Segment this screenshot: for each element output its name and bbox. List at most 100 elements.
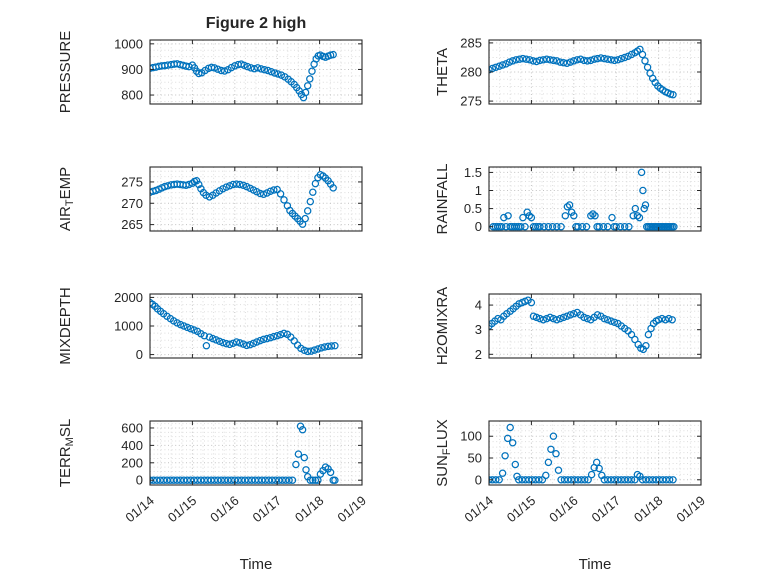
ytick-label-theta: 275 xyxy=(460,94,482,109)
data-marker xyxy=(642,341,650,350)
data-marker xyxy=(521,222,529,231)
data-marker xyxy=(631,204,640,213)
axes-box xyxy=(488,420,702,486)
data-marker xyxy=(205,333,214,341)
data-marker xyxy=(519,54,527,63)
xtick-date-label: 01/17 xyxy=(589,493,624,525)
series-mixdepth xyxy=(150,298,339,356)
data-marker xyxy=(599,222,608,231)
figure-title: Figure 2 high xyxy=(206,15,306,32)
data-marker xyxy=(266,187,275,196)
data-marker xyxy=(276,190,285,198)
data-marker xyxy=(610,56,619,65)
data-marker xyxy=(259,335,268,344)
data-marker xyxy=(570,309,578,318)
axes-box xyxy=(149,39,363,105)
subplot-mixdepth: 0 1000 2000 MIXDEPTH xyxy=(57,287,363,365)
data-marker xyxy=(243,62,252,71)
data-marker xyxy=(561,212,570,220)
data-marker xyxy=(542,471,550,480)
data-marker xyxy=(546,56,554,64)
ylabel-mixdepth: MIXDEPTH xyxy=(57,287,74,365)
tick-marks xyxy=(149,294,363,358)
ytick-label-h2omixra: 2 xyxy=(475,347,482,362)
data-marker xyxy=(600,314,609,323)
data-marker xyxy=(192,67,201,75)
xtick-date-label: 01/15 xyxy=(165,493,200,525)
data-marker xyxy=(303,82,312,90)
subplot-sun-flux: 0 50 100 SUNFLUX 01/14 01/15 01/16 01/17 01/18 01… xyxy=(434,419,708,525)
data-marker xyxy=(495,476,503,484)
ytick-label-theta: 285 xyxy=(460,35,482,50)
data-marker xyxy=(527,298,536,307)
data-marker xyxy=(597,54,605,62)
data-marker xyxy=(566,311,575,319)
data-marker xyxy=(280,196,288,204)
data-marker xyxy=(326,468,335,477)
data-marker xyxy=(512,222,521,231)
data-marker xyxy=(232,180,241,188)
data-marker xyxy=(583,57,592,65)
data-marker xyxy=(557,222,565,231)
data-marker xyxy=(570,57,578,65)
data-marker xyxy=(523,208,531,216)
data-marker xyxy=(314,345,322,353)
data-marker xyxy=(239,340,248,348)
data-marker xyxy=(240,61,248,70)
data-marker xyxy=(563,312,571,320)
data-marker xyxy=(603,55,612,63)
data-marker xyxy=(200,331,209,340)
ylabel-rainfall: RAINFALL xyxy=(434,164,451,235)
ylabel-theta: THETA xyxy=(434,48,451,96)
grid-lines xyxy=(489,294,701,358)
data-marker xyxy=(294,450,303,458)
data-marker xyxy=(192,176,201,185)
data-marker xyxy=(616,222,625,231)
data-marker xyxy=(219,338,227,347)
subplot-air-temp: 265 270 275 AIRTEMP xyxy=(57,166,363,232)
data-marker xyxy=(567,208,576,216)
data-marker xyxy=(497,222,506,231)
data-marker xyxy=(267,67,276,76)
data-marker xyxy=(306,75,314,83)
data-marker xyxy=(587,470,596,479)
data-marker xyxy=(581,476,589,484)
xtick-date-label: 01/16 xyxy=(546,493,581,525)
data-marker xyxy=(607,317,615,325)
subplot-rainfall: 0 0.5 1 1.5 RAINFALL xyxy=(434,164,702,235)
axes-box xyxy=(488,293,702,359)
xlabel-time-left: Time xyxy=(240,556,273,573)
data-marker xyxy=(270,332,278,341)
data-marker xyxy=(590,55,598,63)
axes-box xyxy=(149,166,363,232)
ytick-label-terr-msl: 400 xyxy=(121,438,143,453)
data-marker xyxy=(595,464,603,473)
data-marker xyxy=(306,476,315,484)
axes-box xyxy=(488,166,702,232)
xtick-date-label: 01/15 xyxy=(504,493,539,525)
data-marker xyxy=(270,186,278,194)
ytick-label-h2omixra: 4 xyxy=(475,298,482,313)
data-marker xyxy=(504,212,512,220)
data-marker xyxy=(495,62,503,70)
data-marker xyxy=(669,90,677,99)
data-marker xyxy=(331,341,339,350)
data-marker xyxy=(600,54,609,63)
data-marker xyxy=(637,168,646,177)
data-marker xyxy=(309,188,317,196)
data-marker xyxy=(531,222,540,231)
data-marker xyxy=(556,314,564,323)
data-marker xyxy=(210,64,219,72)
data-marker xyxy=(610,318,619,327)
data-marker xyxy=(264,66,272,75)
plot-background xyxy=(150,421,362,485)
ytick-label-rainfall: 1.5 xyxy=(464,165,482,180)
data-marker xyxy=(307,347,315,355)
grid-lines xyxy=(150,40,362,104)
axes-box xyxy=(149,420,363,486)
data-marker xyxy=(578,222,587,231)
ytick-label-mixdepth: 1000 xyxy=(114,319,143,334)
data-marker xyxy=(501,452,509,460)
